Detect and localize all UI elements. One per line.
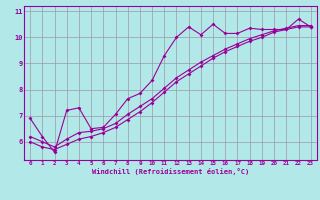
X-axis label: Windchill (Refroidissement éolien,°C): Windchill (Refroidissement éolien,°C): [92, 168, 249, 175]
